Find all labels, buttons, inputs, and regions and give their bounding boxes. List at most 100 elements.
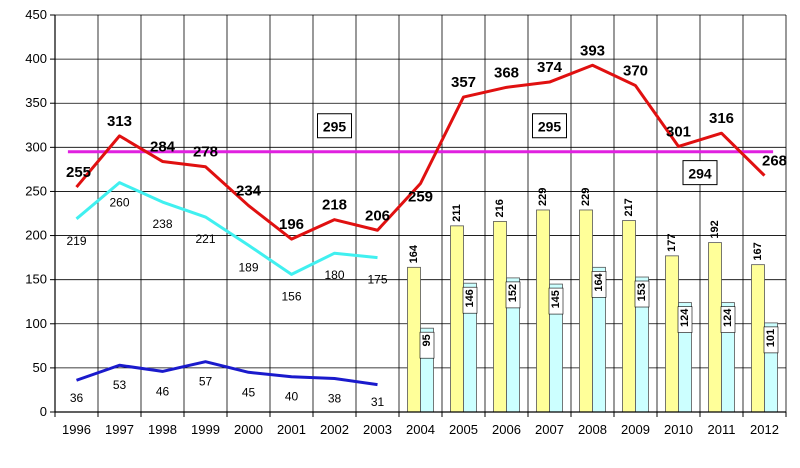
bar-value-label: 229 [537,188,549,206]
red-value-label: 284 [150,138,176,155]
bar-value-label: 124 [679,308,691,327]
bar-value-label: 229 [580,188,592,206]
red-value-label: 234 [236,183,262,200]
x-tick-label: 1999 [191,422,220,437]
bar-label-box [677,306,693,333]
red-value-label: 301 [666,123,691,140]
bar-value-label: 146 [464,289,476,307]
blue-value-label: 46 [156,384,170,398]
x-tick-label: 2003 [363,422,392,437]
series-line [76,360,378,387]
x-tick-label: 2009 [621,422,650,437]
cyan-value-label: 189 [238,260,258,274]
red-value-label: 368 [494,64,519,81]
red-value-label: 268 [762,153,787,170]
bar-label-box [763,326,779,354]
series-lines [75,63,766,387]
bar-value-label: 124 [722,308,734,327]
bar [450,225,464,413]
x-tick-label: 2004 [406,422,435,437]
x-tick-label: 2012 [750,422,779,437]
grid [54,14,787,413]
cyan-value-label: 219 [66,234,86,248]
bar [536,209,550,413]
blue-value-label: 45 [242,385,256,399]
x-tick-label: 2007 [535,422,564,437]
x-tick-label: 1996 [62,422,91,437]
x-tick-label: 2001 [277,422,306,437]
x-tick-label: 2000 [234,422,263,437]
red-value-label: 196 [279,216,304,233]
bar [751,264,765,413]
bar [493,221,507,413]
bar-value-label: 167 [752,242,764,260]
y-tick-label: 300 [25,139,47,154]
red-value-label: 316 [709,110,734,127]
blue-value-label: 36 [70,391,84,405]
bar [665,255,679,413]
bar-value-label: 216 [494,199,506,217]
bar-value-label: 95 [421,334,433,346]
y-tick-label: 50 [33,360,47,375]
bar-value-label: 164 [408,244,420,263]
bar-value-label: 101 [765,329,777,347]
bar-value-label: 217 [623,198,635,216]
axes: 0 50 100 150 200 250 300 350 400 450 1996 1997 1998 1… [25,7,787,437]
x-tick-label: 1997 [105,422,134,437]
bar-value-label: 145 [550,290,562,308]
y-tick-label: 400 [25,51,47,66]
bar-value-label: 153 [636,283,648,301]
bar-label-box [720,306,736,333]
reference-label: 295 [323,119,347,135]
x-tick-label: 2005 [449,422,478,437]
x-tick-label: 2011 [708,422,736,437]
bar-value-label: 164 [593,272,605,291]
series-line [75,63,766,241]
y-tick-label: 350 [25,95,47,110]
red-value-label: 206 [365,207,390,224]
bar [708,242,722,413]
bar-value-label: 211 [451,204,463,222]
blue-value-label: 57 [199,375,213,389]
reference-label-box [682,160,718,186]
cyan-value-label: 175 [367,273,387,287]
blue-value-label: 38 [328,391,342,405]
bar [622,220,636,413]
y-tick-label: 200 [25,228,47,243]
red-value-label: 259 [408,189,433,206]
bar-value-label: 192 [709,220,721,238]
bar-value-label: 177 [666,233,678,251]
cyan-value-label: 221 [195,232,215,246]
red-value-label: 370 [623,63,648,80]
x-tick-label: 2002 [320,422,349,437]
bar-label-box [548,287,564,315]
bar-value-label: 152 [507,284,519,302]
cyan-value-label: 238 [152,217,172,231]
reference-label: 295 [538,119,562,135]
y-tick-label: 100 [25,316,47,331]
bar-label-box [591,271,607,298]
data-labels: 164 211 216 229 229 217 177 192 167 95 146 152 145 16… [66,42,787,409]
x-tick-label: 2006 [492,422,521,437]
blue-value-label: 53 [113,378,127,392]
reference-label: 294 [688,166,712,182]
cyan-value-label: 180 [324,268,344,282]
red-value-label: 278 [193,144,218,161]
bar-label-box [419,331,435,359]
red-value-label: 255 [66,164,91,181]
cyan-value-label: 156 [281,289,301,303]
red-value-label: 313 [107,113,132,130]
x-tick-label: 2010 [664,422,693,437]
bar [579,209,593,413]
red-value-label: 374 [537,59,563,76]
red-value-label: 393 [580,42,605,59]
x-tick-label: 1998 [148,422,177,437]
reference-label-box [532,113,567,139]
red-value-label: 218 [322,197,347,214]
blue-value-label: 31 [371,395,385,409]
series-line [75,181,378,276]
bar [407,266,421,413]
bar-label-box [505,281,521,309]
y-tick-label: 250 [25,183,47,198]
